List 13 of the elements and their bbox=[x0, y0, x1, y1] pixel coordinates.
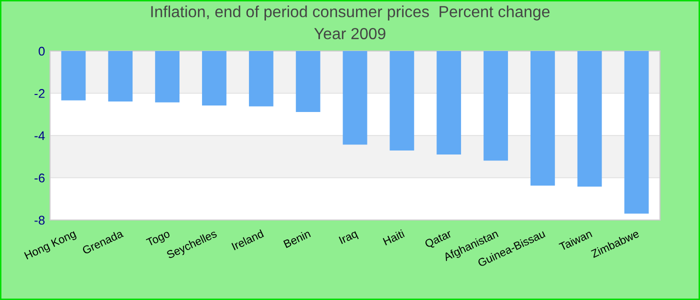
x-tick-label: Iraq bbox=[338, 230, 359, 246]
x-tick-label: Benin bbox=[283, 229, 311, 248]
y-tick-label: -6 bbox=[34, 174, 45, 182]
y-tick-label: -2 bbox=[34, 89, 45, 98]
y-tick-label: -8 bbox=[34, 216, 45, 225]
x-tick-label: Haiti bbox=[382, 229, 405, 246]
chart-title: Inflation, end of period consumer prices Percent change bbox=[151, 6, 550, 20]
x-tick-label: Togo bbox=[146, 230, 172, 248]
chart-subtitle: Year 2009 bbox=[314, 28, 386, 40]
x-tick-label: Taiwan bbox=[558, 229, 592, 251]
x-tick-label: Hong Kong bbox=[24, 230, 78, 262]
y-tick-label: 0 bbox=[38, 46, 45, 56]
y-tick-label: -4 bbox=[34, 131, 45, 140]
